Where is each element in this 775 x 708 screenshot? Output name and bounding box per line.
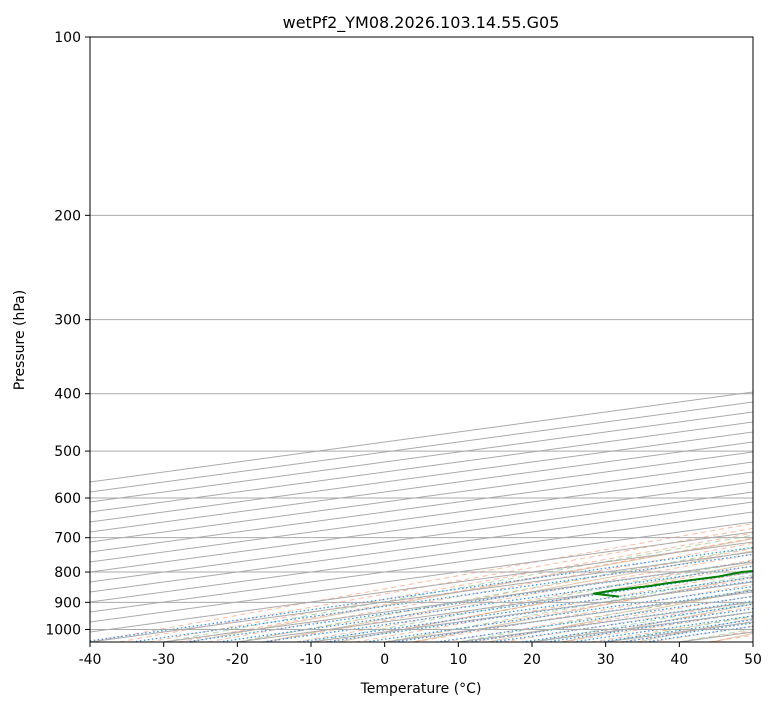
chart-title: wetPf2_YM08.2026.103.14.55.G05 — [283, 13, 560, 33]
moist-adiabat — [355, 571, 753, 642]
moist-adiabat — [148, 532, 753, 642]
moist-adiabat — [266, 553, 753, 642]
y-axis-label: Pressure (hPa) — [12, 290, 28, 390]
x-tick-label: 20 — [523, 652, 541, 668]
y-tick-label: 700 — [54, 531, 81, 547]
x-tick-label: 0 — [380, 652, 389, 668]
isotherm — [90, 531, 753, 623]
moist-adiabat — [207, 542, 753, 642]
moist-adiabat — [296, 559, 753, 642]
x-tick-label: -20 — [226, 652, 249, 668]
lcl-curve — [163, 534, 753, 642]
isotherm — [90, 471, 753, 563]
y-axis: 100 200 300 400 500 600 700 800 900 1000 — [45, 30, 90, 638]
y-tick-label: 1000 — [45, 622, 81, 638]
isotherm — [90, 481, 753, 573]
isotherm — [90, 451, 753, 543]
moist-adiabat — [178, 537, 753, 642]
x-tick-label: 30 — [597, 652, 615, 668]
y-tick-label: 200 — [54, 208, 81, 224]
lcl-curve — [237, 547, 753, 642]
isotherm — [90, 511, 753, 603]
moist-adiabat — [384, 577, 753, 642]
mixing-ratio-line — [90, 546, 753, 642]
y-tick-label: 800 — [54, 565, 81, 581]
isotherm — [90, 521, 753, 613]
isotherm — [90, 461, 753, 553]
lcl-curve — [384, 574, 753, 642]
dry-adiabat — [188, 538, 753, 642]
y-tick-label: 600 — [54, 491, 81, 507]
x-tick-label: -30 — [152, 652, 175, 668]
y-tick-label: 300 — [54, 313, 81, 329]
x-axis-label: Temperature (°C) — [360, 681, 482, 697]
x-tick-label: 10 — [449, 652, 467, 668]
moist-adiabat — [119, 527, 753, 642]
y-tick-label: 500 — [54, 444, 81, 460]
mixing-ratio-line — [299, 576, 753, 642]
y-tick-label: 100 — [54, 30, 81, 46]
y-tick-label: 900 — [54, 595, 81, 611]
x-tick-label: -40 — [79, 652, 102, 668]
plot-frame — [89, 36, 754, 643]
isotherm — [90, 501, 753, 593]
x-tick-label: 40 — [670, 652, 688, 668]
mixing-ratio-line — [365, 585, 753, 642]
isotherm — [90, 491, 753, 583]
moist-adiabat — [237, 548, 753, 642]
x-axis: -40 -30 -20 -10 0 10 20 30 40 50 — [79, 642, 762, 668]
x-tick-label: 50 — [744, 652, 762, 668]
y-tick-label: 400 — [54, 387, 81, 403]
lcl-curve — [310, 560, 753, 642]
x-tick-label: -10 — [300, 652, 323, 668]
pressure-grid — [90, 37, 753, 642]
